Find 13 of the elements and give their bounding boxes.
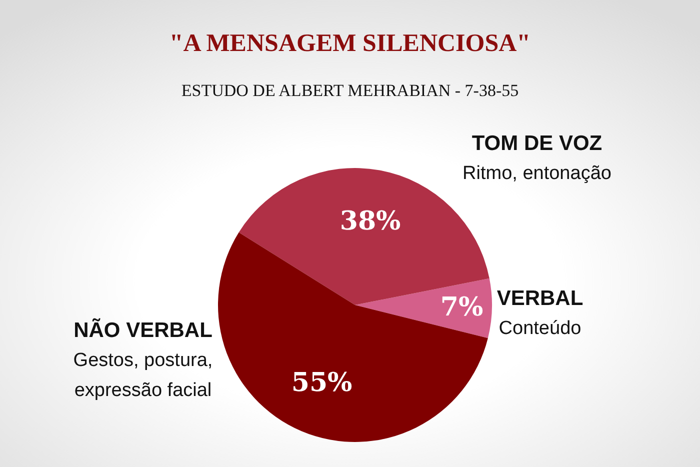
pie-slice [355, 278, 492, 338]
slice-label: VERBAL [496, 287, 584, 310]
text: Ritmo, entonação [462, 162, 612, 186]
pie-slice [218, 232, 488, 442]
slice-label: NÃO VERBAL [72, 317, 214, 344]
slice-label: TOM DE VOZ [470, 131, 604, 157]
data-label: 7% [440, 292, 484, 323]
chart-title: "A MENSAGEM SILENCIOSA" [168, 30, 532, 58]
chart-subtitle: ESTUDO DE ALBERT MEHRABIAN - 7-38-55 [180, 81, 520, 101]
text: Gestos, postura, expressão facial [72, 349, 214, 403]
data-label: 38% [340, 206, 402, 236]
data-label: 55% [291, 368, 353, 398]
text: Conteúdo [498, 318, 582, 339]
